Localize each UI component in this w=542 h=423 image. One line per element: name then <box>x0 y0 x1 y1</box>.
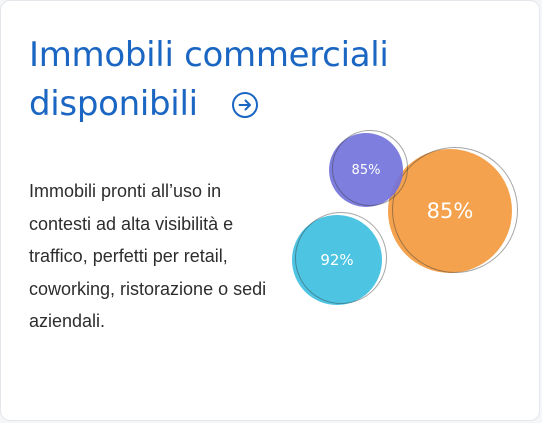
stat-bubble-purple-ring <box>332 130 408 206</box>
arrow-right-circle-icon[interactable] <box>231 91 258 118</box>
card-description: Immobili pronti all’uso in contesti ad a… <box>29 181 267 331</box>
stat-bubble-cyan-ring <box>295 212 387 304</box>
stat-bubble-orange-ring <box>392 147 518 273</box>
card-title: Immobili commerciali disponibili <box>29 31 499 129</box>
card-title-line1: Immobili commerciali <box>29 35 389 75</box>
card-title-line2: disponibili <box>29 84 198 124</box>
